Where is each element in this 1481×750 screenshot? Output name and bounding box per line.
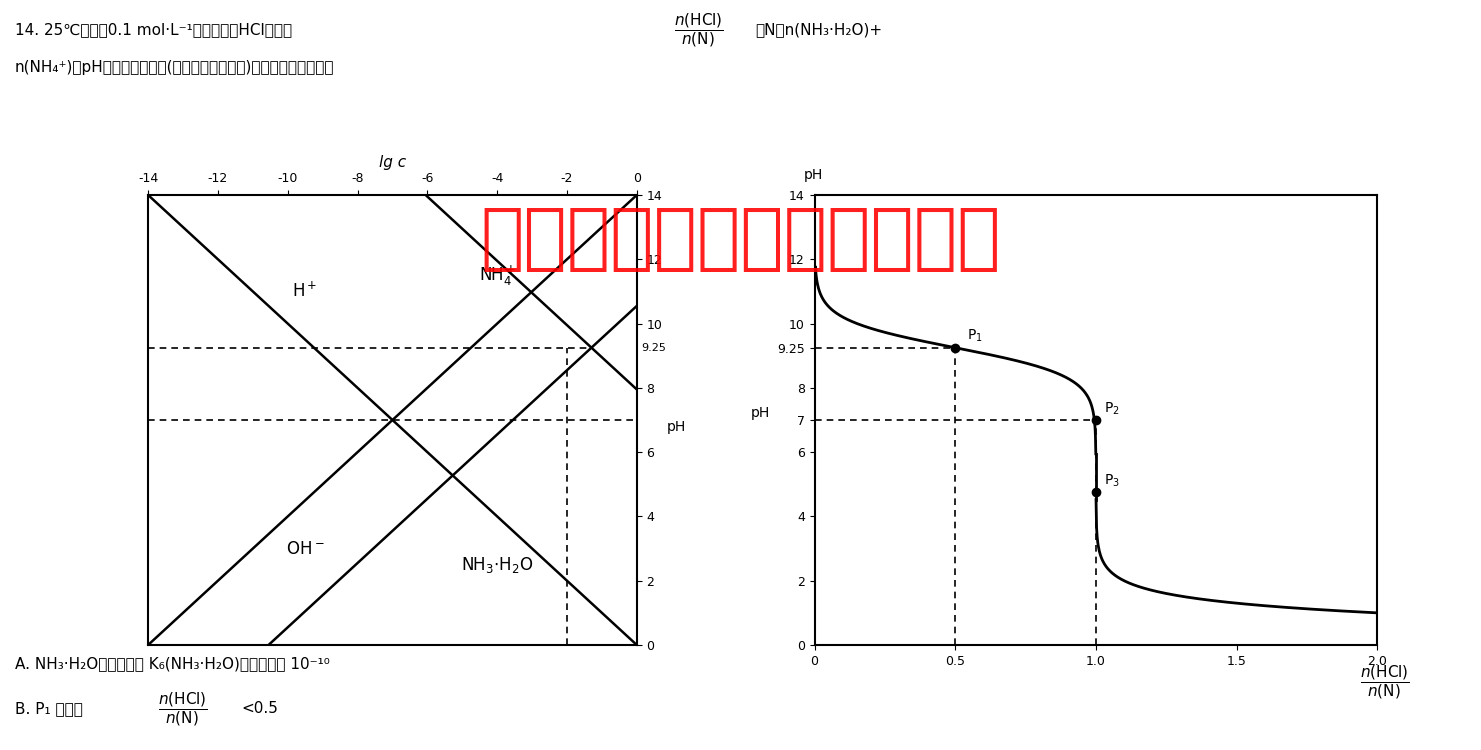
Text: P$_2$: P$_2$: [1105, 400, 1120, 417]
Text: $\dfrac{n(\mathrm{HCl})}{n(\mathrm{N})}$: $\dfrac{n(\mathrm{HCl})}{n(\mathrm{N})}$: [1360, 664, 1410, 701]
Text: B. P₁ 点时，: B. P₁ 点时，: [15, 701, 83, 716]
Text: $\dfrac{n(\mathrm{HCl})}{n(\mathrm{N})}$: $\dfrac{n(\mathrm{HCl})}{n(\mathrm{N})}$: [674, 11, 724, 49]
Text: P$_3$: P$_3$: [1105, 472, 1120, 489]
Text: OH$^-$: OH$^-$: [286, 539, 324, 557]
Text: H$^+$: H$^+$: [292, 282, 318, 301]
Text: P$_1$: P$_1$: [967, 328, 982, 344]
Text: 微信公众号关注：趋找答案: 微信公众号关注：趋找答案: [480, 206, 1001, 274]
Y-axis label: pH: pH: [666, 420, 686, 434]
Text: NH$_3$$\cdot$H$_2$O: NH$_3$$\cdot$H$_2$O: [461, 555, 533, 574]
X-axis label: lg c: lg c: [379, 154, 406, 170]
Text: pH: pH: [803, 167, 822, 182]
Text: 9.25: 9.25: [641, 343, 666, 352]
Text: <0.5: <0.5: [241, 701, 278, 716]
Text: n(NH₄⁺)与pH的关系如图所示(忽略溶液体积变化)，下列说法正确的是: n(NH₄⁺)与pH的关系如图所示(忽略溶液体积变化)，下列说法正确的是: [15, 60, 335, 75]
Text: NH$_4^+$: NH$_4^+$: [478, 263, 515, 287]
Text: $\dfrac{n(\mathrm{HCl})}{n(\mathrm{N})}$: $\dfrac{n(\mathrm{HCl})}{n(\mathrm{N})}$: [158, 690, 209, 728]
Y-axis label: pH: pH: [751, 406, 770, 420]
Text: 14. 25℃时，兀0.1 mol·L⁻¹氨水中通入HCl，设和: 14. 25℃时，兀0.1 mol·L⁻¹氨水中通入HCl，设和: [15, 22, 292, 38]
Text: ，N＝n(NH₃·H₂O)+: ，N＝n(NH₃·H₂O)+: [755, 22, 883, 38]
Text: A. NH₃·H₂O的电离常数 K₆(NH₃·H₂O)的数量级为 10⁻¹⁰: A. NH₃·H₂O的电离常数 K₆(NH₃·H₂O)的数量级为 10⁻¹⁰: [15, 656, 330, 671]
